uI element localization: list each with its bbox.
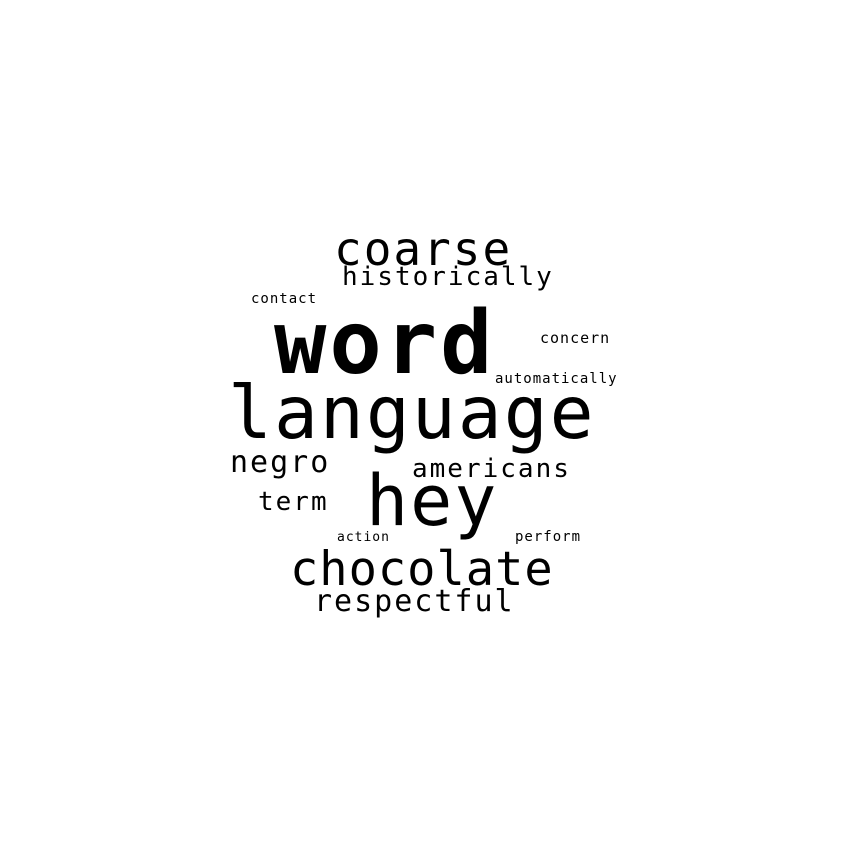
cloud-word-hey: hey bbox=[366, 460, 499, 542]
cloud-word-chocolate: chocolate bbox=[290, 542, 554, 597]
cloud-word-word: word bbox=[274, 292, 496, 394]
cloud-word-automatically: automatically bbox=[495, 371, 618, 387]
cloud-word-concern: concern bbox=[540, 329, 611, 347]
cloud-word-negro: negro bbox=[230, 445, 331, 480]
cloud-word-contact: contact bbox=[251, 291, 318, 307]
cloud-word-action: action bbox=[337, 530, 390, 545]
cloud-word-perform: perform bbox=[515, 529, 582, 545]
cloud-word-historically: historically bbox=[342, 262, 554, 292]
cloud-word-term: term bbox=[258, 487, 329, 517]
cloud-word-language: language bbox=[228, 371, 596, 456]
cloud-word-respectful: respectful bbox=[314, 584, 515, 619]
cloud-word-americans: americans bbox=[412, 454, 571, 484]
cloud-word-coarse: coarse bbox=[334, 222, 513, 276]
